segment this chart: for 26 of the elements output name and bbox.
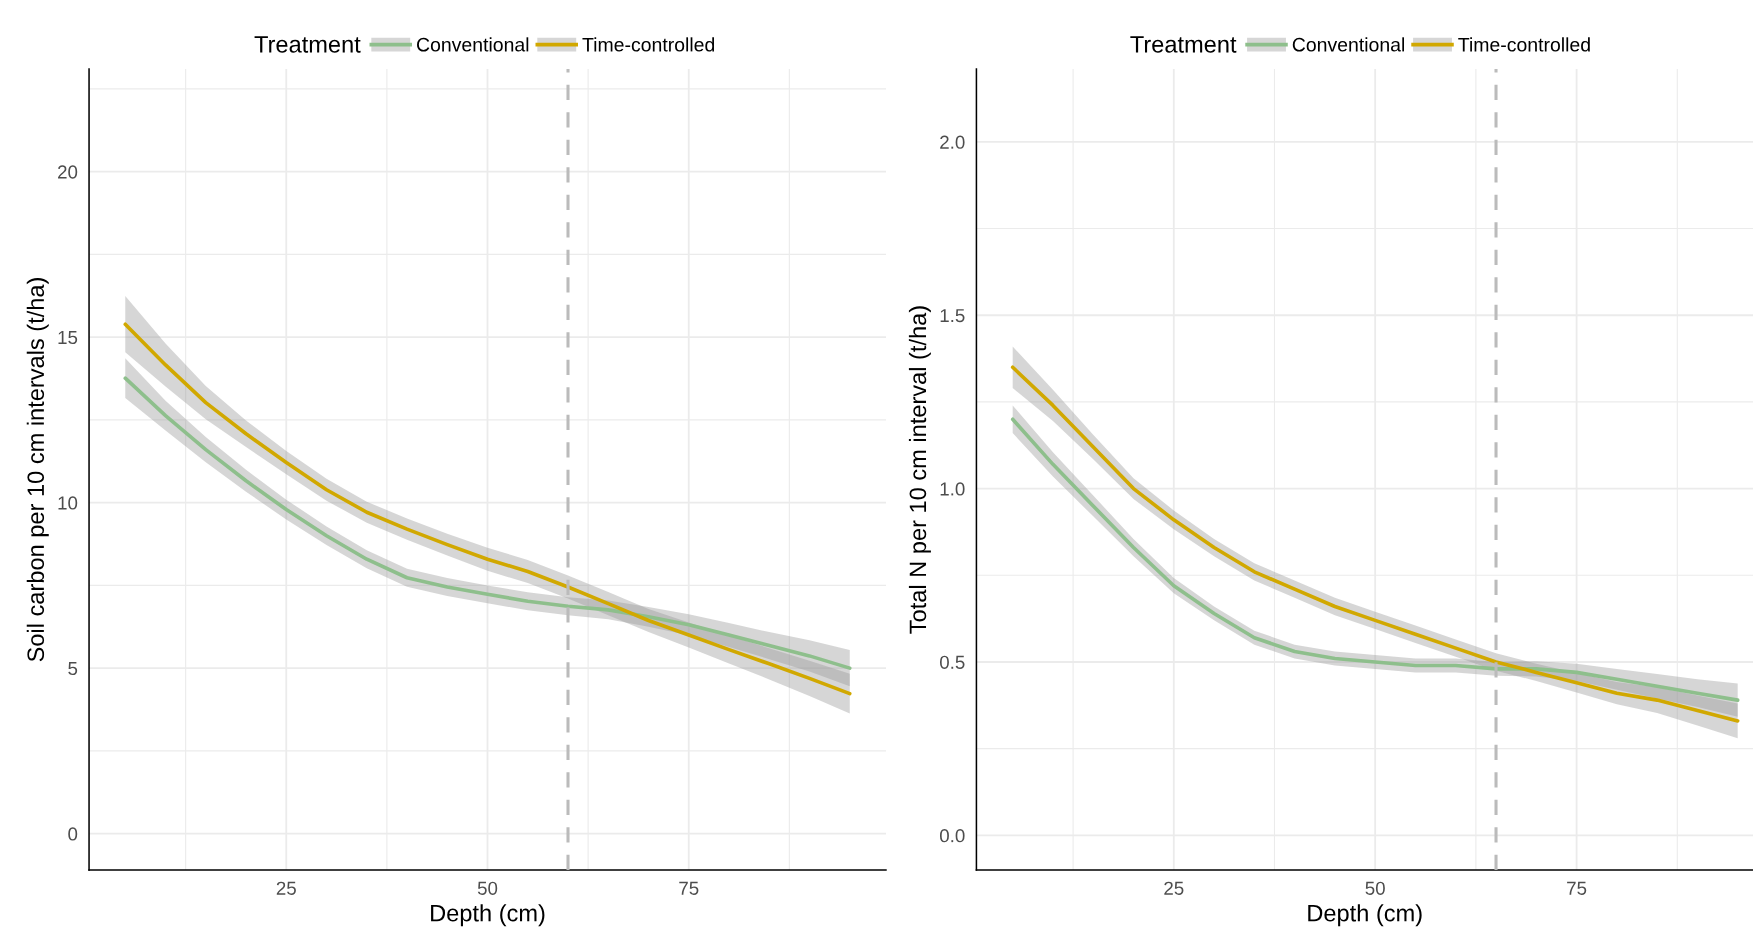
y-tick-label: 1.5 (940, 309, 965, 323)
legend-label: Time-controlled (1458, 37, 1590, 52)
y-tick-label: 10 (58, 496, 78, 510)
legend-label: Conventional (1292, 37, 1405, 52)
y-tick-label: 1.0 (940, 482, 965, 496)
x-tick-label: 50 (477, 881, 498, 895)
y-tick-label: 20 (58, 165, 78, 179)
legend-title: Treatment (254, 36, 361, 53)
x-axis-title: Depth (cm) (431, 904, 545, 927)
y-tick-label: 5 (68, 662, 78, 676)
y-tick-label: 0 (68, 827, 78, 841)
y-axis-title: Soil carbon per 10 cm intervals (t/ha) (26, 278, 49, 662)
legend-title: Treatment (1130, 36, 1237, 53)
x-axis-title: Depth (cm) (1308, 904, 1422, 927)
x-tick-label: 25 (276, 881, 296, 895)
legend-label: Conventional (417, 37, 529, 52)
x-tick-label: 50 (1365, 881, 1385, 895)
y-tick-label: 0.5 (939, 655, 965, 669)
x-tick-label: 25 (1164, 881, 1184, 895)
x-tick-label: 75 (1567, 881, 1587, 895)
y-axis-title: Total N per 10 cm interval (t/ha) (908, 306, 931, 634)
legend-label: Time-controlled (582, 37, 715, 52)
y-tick-label: 0.0 (939, 829, 965, 843)
y-tick-label: 15 (58, 331, 78, 345)
y-tick-label: 2.0 (940, 135, 965, 149)
x-tick-label: 75 (679, 881, 699, 895)
